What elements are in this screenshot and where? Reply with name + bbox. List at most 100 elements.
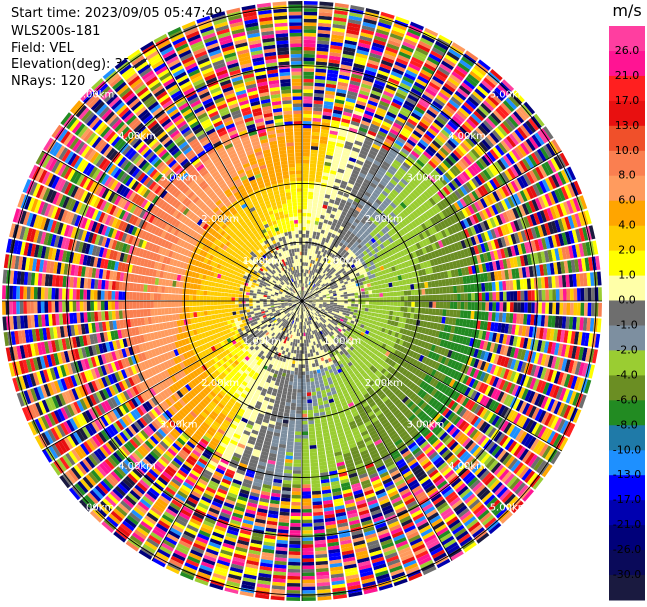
gate-2228 — [327, 140, 336, 146]
gate-4917 — [136, 283, 141, 292]
gate-1262 — [309, 290, 312, 294]
gate-789 — [406, 239, 413, 247]
gate-1360 — [340, 251, 345, 257]
gate-2102 — [304, 287, 306, 291]
gate-1426 — [487, 71, 501, 84]
gate-2590 — [290, 46, 302, 51]
gate-1165 — [497, 125, 508, 137]
gate-127 — [456, 285, 461, 293]
gate-790 — [409, 238, 416, 245]
gate-2459 — [302, 212, 307, 217]
gate-2478 — [303, 145, 311, 150]
gate-595 — [327, 288, 332, 291]
gate-907 — [504, 169, 513, 181]
gate-2108 — [308, 266, 312, 271]
gate-1834 — [405, 69, 418, 78]
gate-1390 — [407, 170, 416, 178]
gate-2271 — [303, 283, 305, 288]
gate-1268 — [323, 274, 327, 279]
gate-1819 — [383, 117, 394, 125]
gate-429 — [335, 289, 340, 292]
gate-1954 — [327, 220, 333, 226]
gate-168 — [305, 299, 309, 301]
gate-887 — [444, 207, 452, 217]
gate-4900 — [196, 289, 201, 295]
gate-201 — [420, 282, 425, 289]
gate-976 — [454, 189, 462, 200]
gate-1150 — [457, 160, 467, 170]
gate-2183 — [365, 8, 380, 15]
gate-902 — [489, 179, 498, 190]
gate-1079 — [500, 140, 511, 152]
gate-1942 — [314, 260, 318, 265]
gate-2284 — [308, 237, 312, 242]
gate-4716 — [253, 290, 258, 294]
gate-467 — [463, 248, 469, 258]
gate-1143 — [439, 176, 448, 186]
gate-2069 — [352, 113, 362, 120]
gate-2331 — [327, 73, 338, 78]
gate-2501 — [303, 64, 315, 69]
gate-906 — [501, 171, 510, 183]
gate-936 — [339, 272, 344, 276]
gate-2035 — [320, 229, 325, 234]
gate-4970 — [245, 298, 250, 301]
gate-1114 — [362, 244, 368, 250]
gate-2356 — [303, 279, 305, 284]
gate-2078 — [360, 83, 372, 90]
gate-2148 — [339, 128, 348, 134]
gate-1321 — [449, 136, 460, 147]
gate-1195 — [352, 248, 358, 254]
gate-415 — [575, 228, 582, 243]
gate-191 — [385, 287, 390, 293]
gate-2382 — [308, 188, 314, 193]
gate-913 — [521, 158, 532, 171]
gate-2423 — [316, 43, 329, 49]
gate-2259 — [345, 32, 359, 39]
gate-136 — [488, 282, 493, 292]
gate-484 — [520, 230, 527, 242]
gate-2463 — [302, 198, 308, 203]
gate-4927 — [101, 280, 106, 290]
gate-918 — [536, 148, 547, 162]
gate-1958 — [332, 207, 338, 212]
gate-2494 — [303, 89, 314, 94]
gate-2131 — [326, 187, 333, 192]
gate-312 — [512, 256, 519, 268]
gate-1362 — [344, 246, 350, 252]
gate-2507 — [303, 43, 316, 48]
gate-1193 — [347, 253, 352, 259]
gate-826 — [519, 175, 529, 188]
gate-2792 — [286, 224, 291, 229]
gate-690 — [361, 269, 367, 274]
gate-723 — [466, 217, 473, 227]
gate-427 — [328, 291, 333, 294]
gate-109 — [393, 291, 398, 297]
gate-378 — [448, 261, 454, 270]
gate-1204 — [374, 226, 381, 233]
gate-2231 — [329, 130, 338, 136]
gate-2351 — [334, 2, 349, 9]
gate-552 — [463, 238, 470, 248]
gate-2193 — [307, 262, 311, 267]
gate-422 — [312, 296, 316, 299]
gate-2277 — [305, 262, 309, 267]
gate-98 — [354, 295, 359, 299]
gate-1810 — [370, 146, 379, 154]
gate-1966 — [340, 180, 348, 186]
gate-1565 — [406, 138, 417, 147]
gate-1345 — [306, 292, 310, 296]
gate-2468 — [302, 181, 309, 185]
gate-1666 — [428, 81, 441, 91]
gate-1719 — [366, 172, 375, 179]
gate-2640 — [288, 167, 296, 171]
gate-155 — [554, 275, 560, 288]
gate-889 — [450, 203, 458, 213]
gate-174 — [326, 296, 331, 299]
gate-1399 — [427, 145, 437, 155]
gate-78 — [580, 288, 585, 301]
gate-4634 — [246, 286, 251, 290]
gate-1789 — [339, 214, 346, 220]
gate-2542 — [298, 216, 302, 220]
gate-822 — [507, 182, 516, 194]
